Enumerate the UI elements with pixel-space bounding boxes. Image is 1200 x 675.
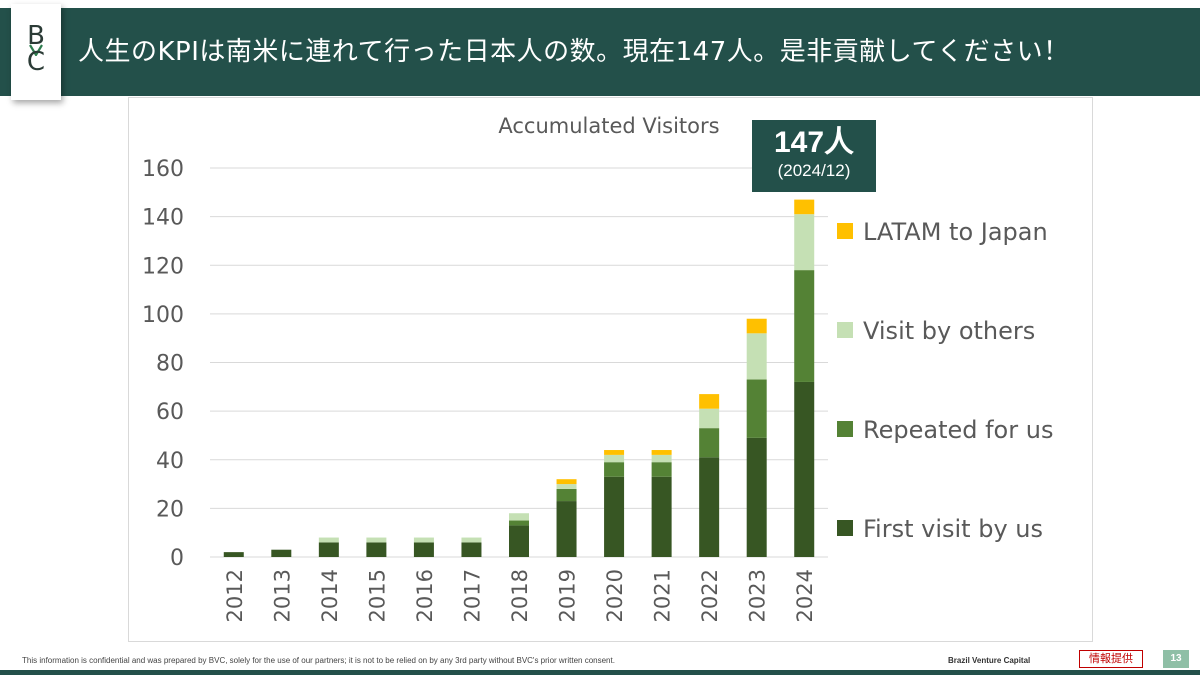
bar-segment [271,549,292,557]
legend-label: First visit by us [863,515,1043,543]
y-tick-label: 0 [170,546,184,571]
footer-brand: Brazil Venture Capital [948,656,1031,665]
legend-swatch [837,520,853,536]
x-tick-label: 2016 [413,569,437,622]
bar-segment [794,214,815,271]
bvc-logo: B C [11,4,61,100]
bar-segment [651,462,672,477]
bar-segment [509,525,529,557]
x-tick-label: 2013 [270,569,294,622]
bar-segment [318,537,339,543]
bar-segment [366,537,387,543]
y-tick-label: 80 [156,352,184,377]
bar-segment [746,437,767,557]
y-tick-label: 60 [156,400,184,425]
y-tick-label: 120 [142,254,184,279]
callout-value: 147人 [773,126,855,159]
info-badge: 情報提供 [1079,650,1143,668]
x-tick-label: 2014 [318,569,342,622]
x-tick-label: 2024 [793,569,817,622]
bar-segment [556,479,577,485]
bar-segment [746,379,767,438]
bar-segment [509,513,529,521]
bar-segment [413,537,434,543]
bar-segment [604,454,625,463]
legend-label: LATAM to Japan [863,218,1048,246]
accumulated-visitors-chart: Accumulated Visitors 0 20 40 60 80 100 120 140 16… [142,114,1053,622]
bar-segment [413,542,434,557]
bar-segment [604,450,625,455]
title-bar: 人生のKPIは南米に連れて行った日本人の数。現在147人。是非貢献してください！ [0,8,1200,96]
y-tick-label: 160 [142,157,184,182]
bar-segment [509,520,529,526]
legend-label: Repeated for us [863,416,1053,444]
confidentiality-note: This information is confidential and was… [22,656,615,665]
x-tick-label: 2019 [556,569,580,622]
callout-date: (2024/12) [777,161,851,180]
x-tick-label: 2022 [698,569,722,622]
y-tick-label: 40 [156,449,184,474]
bar-segment [651,454,672,463]
x-tick-label: 2015 [365,569,389,622]
bar-segment [794,381,815,557]
legend-swatch [837,223,853,239]
chart-title: Accumulated Visitors [498,114,719,138]
bar-segment [699,428,720,458]
chart-frame: Accumulated Visitors 0 20 40 60 80 100 120 140 16… [128,97,1093,642]
x-tick-label: 2017 [460,569,484,622]
heart-v-icon [29,44,43,56]
bar-segment [366,542,387,557]
bar-segment [699,457,720,557]
bar-segment [794,270,815,382]
legend-swatch [837,421,853,437]
bar-segment [746,318,767,334]
bar-segment [651,476,672,557]
legend-label: Visit by others [863,317,1035,345]
bar-segment [746,333,767,380]
bar-segment [556,484,577,489]
bar-segment [318,542,339,557]
x-tick-label: 2021 [651,569,675,622]
x-tick-label: 2020 [603,569,627,622]
bar-segment [794,199,815,215]
bar-segment [556,501,577,557]
bar-segment [604,476,625,557]
slide-title: 人生のKPIは南米に連れて行った日本人の数。現在147人。是非貢献してください！ [78,37,1070,67]
logo-letter-c: C [26,47,46,77]
bar-segment [556,488,577,502]
logo-letter-b: B [27,21,45,51]
bar-segment [223,552,244,557]
x-tick-label: 2023 [746,569,770,622]
bottom-bar [0,670,1200,675]
total-callout: 147人 (2024/12) [752,120,876,192]
bar-segment [604,462,625,477]
bar-segment [699,408,720,429]
bar-segment [651,450,672,455]
page-number: 13 [1163,650,1189,668]
legend-swatch [837,322,853,338]
bar-segment [461,537,482,543]
y-tick-label: 100 [142,303,184,328]
bar-segment [461,542,482,557]
y-tick-label: 140 [142,206,184,231]
x-tick-label: 2012 [223,569,247,622]
y-tick-label: 20 [156,497,184,522]
x-tick-label: 2018 [508,569,532,622]
bar-segment [699,394,720,409]
